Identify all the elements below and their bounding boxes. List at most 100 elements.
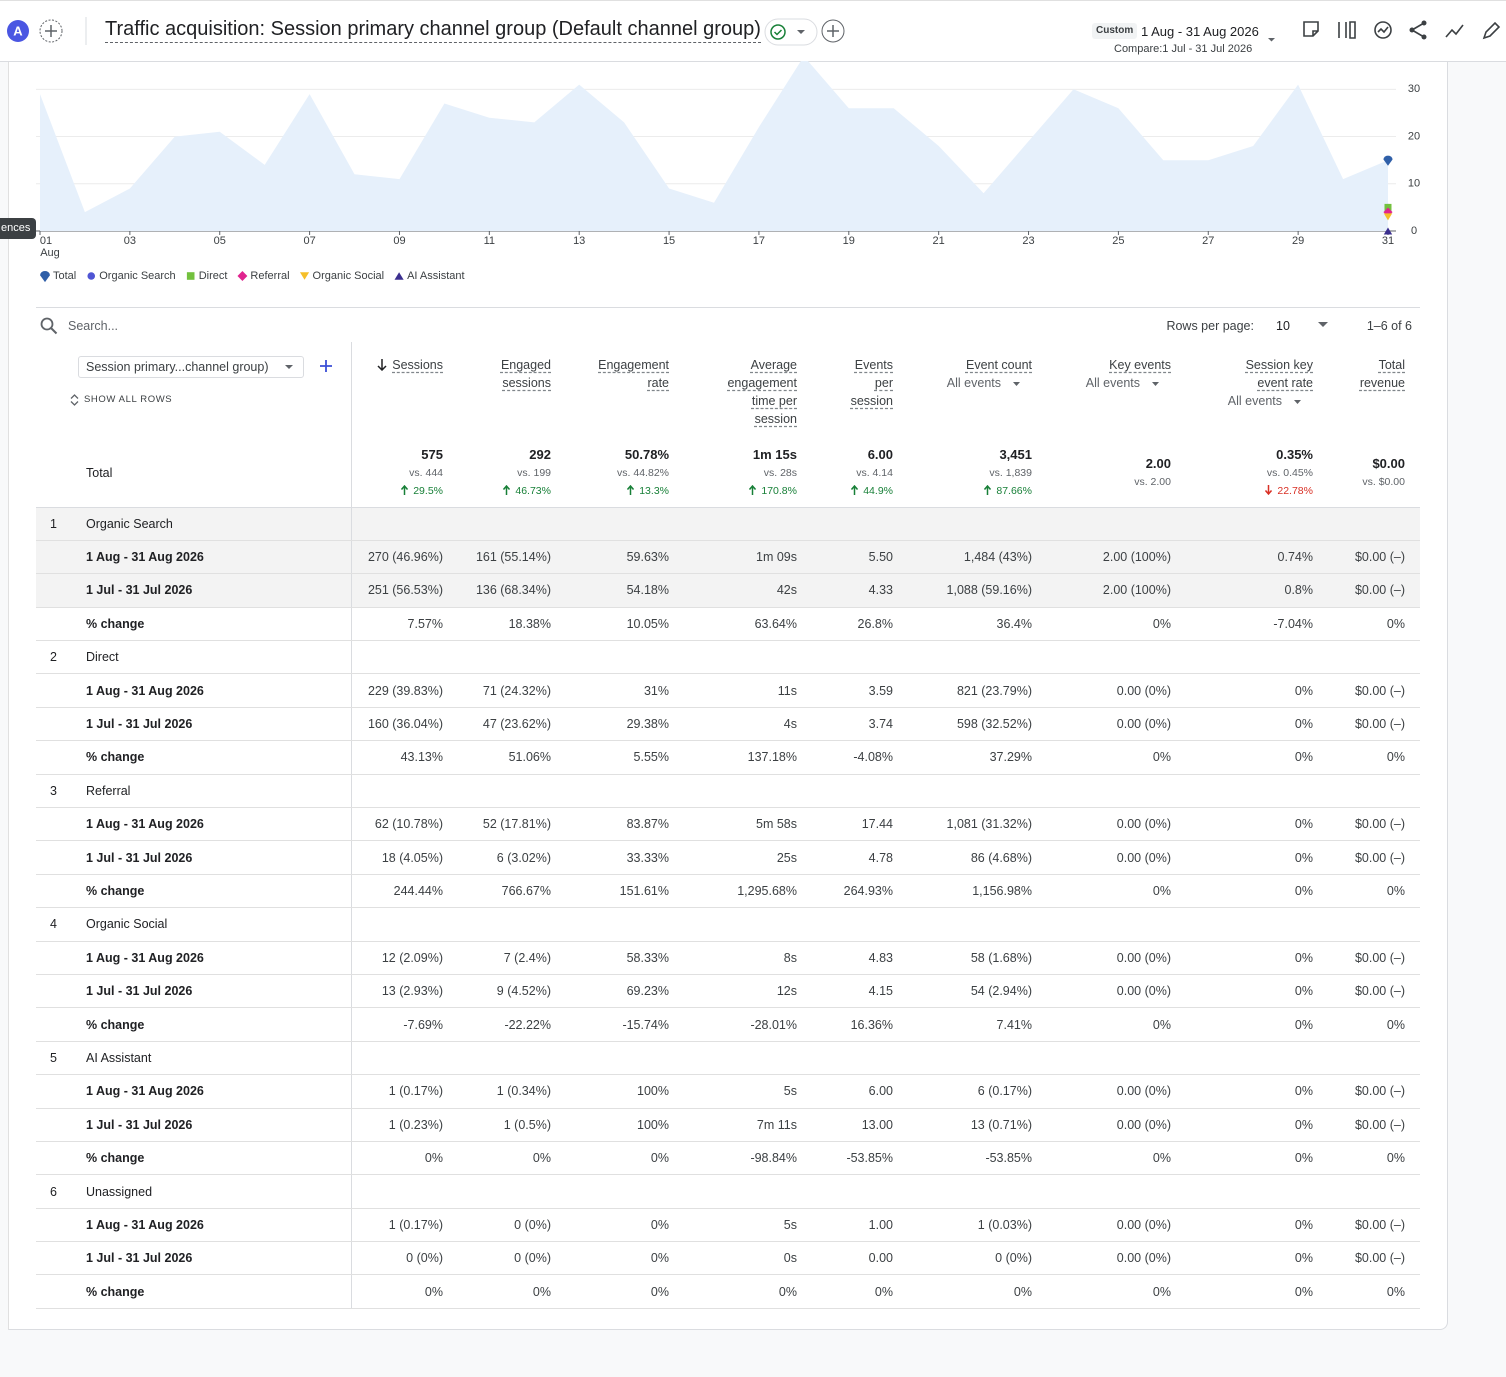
group-row[interactable]: 6 Unassigned [36,1174,1420,1209]
data-row: 1 Jul - 31 Jul 2026 1 (0.23%) 1 (0.5%) 100%… [36,1108,1420,1142]
legend-item[interactable]: AI Assistant [394,270,465,282]
add-button[interactable] [821,19,845,43]
column-header[interactable]: Sessions [351,342,443,440]
data-row: 1 Jul - 31 Jul 2026 13 (2.93%) 9 (4.52%) 69… [36,974,1420,1009]
show-all-rows[interactable]: SHOW ALL ROWS [70,392,172,408]
metric-cell: 1.00 [797,1208,893,1243]
metric-cell: $0.00 (–) [1313,1108,1420,1142]
analytics-icon[interactable] [1374,21,1392,39]
trend-icon[interactable] [1445,24,1464,38]
metric-cell: -7.04% [1171,607,1313,642]
legend-item[interactable]: Referral [237,270,290,282]
x-tick-label: 27 [1202,235,1214,247]
metric-cell: 0% [551,1274,669,1309]
row-index [36,740,86,775]
empty-cell [551,1041,669,1076]
metric-cell: 0% [669,1274,797,1309]
metric-cell: 52 (17.81%) [443,807,551,842]
metric-cell: 62 (10.78%) [351,807,443,842]
metric-cell: 17.44 [797,807,893,842]
metric-filter[interactable]: All events [893,374,1032,392]
column-header[interactable]: Total revenue [1313,342,1420,440]
side-tab[interactable]: ences [0,218,36,239]
metric-cell: -15.74% [551,1007,669,1042]
group-row[interactable]: 5 AI Assistant [36,1041,1420,1076]
add-dimension[interactable] [319,359,333,373]
metric-cell: 10.05% [551,607,669,642]
empty-cell [1313,640,1420,675]
insights-icon[interactable] [1303,21,1319,37]
data-row: 1 Aug - 31 Aug 2026 1 (0.17%) 0 (0%) 0% 5s 1.… [36,1208,1420,1243]
share-dot [1421,20,1427,26]
metric-cell: 0% [1171,1007,1313,1042]
change-value: 29.5% [413,485,443,498]
column-header[interactable]: Key events All events [1032,342,1171,440]
group-row[interactable]: 1 Organic Search [36,507,1420,541]
column-header[interactable]: Average engagement time per session [669,342,797,440]
metric-cell: 6.00 [797,1074,893,1109]
metric-cell: 5m 58s [669,807,797,842]
column-label: Engagement rate [598,358,669,390]
metric-cell: 13 (2.93%) [351,974,443,1009]
metric-cell: 42s [669,573,797,608]
legend-item[interactable]: Direct [186,270,228,282]
edit-icon[interactable] [1482,21,1501,40]
x-tick-label: 11 [484,235,495,247]
marker [1383,213,1393,221]
metric-cell: 0% [551,1241,669,1276]
x-tick-label: 03 [124,235,136,247]
dimension-select[interactable]: Session primary...channel group) [78,356,304,378]
rows-caret[interactable] [1318,322,1328,328]
metric-filter[interactable]: All events [1032,374,1171,392]
group-row[interactable]: 4 Organic Social [36,907,1420,942]
empty-cell [669,1174,797,1209]
group-index: 5 [36,1041,86,1076]
empty-cell [669,1041,797,1076]
metric-cell: 161 (55.14%) [443,540,551,575]
metric-cell: 1,081 (31.32%) [893,807,1032,842]
avatar[interactable] [7,20,29,42]
group-index: 3 [36,774,86,809]
caret [797,30,805,34]
metric-cell: 26.8% [797,607,893,642]
metric-cell: 0 (0%) [351,1241,443,1276]
metric-cell: 13 (0.71%) [893,1108,1032,1142]
column-header[interactable]: Session key event rate All events [1171,342,1313,440]
y-tick-label: 30 [1408,83,1420,95]
empty-cell [893,1041,1032,1076]
metric-cell: 0% [1032,607,1171,642]
search-icon[interactable] [40,317,58,335]
add-comparison[interactable] [39,19,63,43]
x-tick-label: 01 [40,235,52,247]
rows-per-page[interactable]: 10 [1276,319,1290,333]
column-label: Total revenue [1359,358,1405,390]
change-value: 44.9% [863,485,893,498]
empty-cell [1171,774,1313,809]
column-header[interactable]: Engaged sessions [443,342,551,440]
compare-icon[interactable] [1338,21,1356,39]
legend-item[interactable]: Organic Search [87,270,176,282]
search-input[interactable]: Search... [68,319,119,333]
marker [40,271,50,283]
legend-item[interactable]: Organic Social [299,270,384,282]
metric-filter[interactable]: All events [1171,392,1313,410]
metric-cell: 1 (0.17%) [351,1074,443,1109]
group-row[interactable]: 3 Referral [36,774,1420,809]
group-name: AI Assistant [86,1041,352,1076]
date-caret[interactable] [1268,38,1275,42]
column-header[interactable]: Event count All events [893,342,1032,440]
status-chip[interactable] [764,18,818,46]
filter-caret [1152,382,1159,386]
metric-cell: 6 (0.17%) [893,1074,1032,1109]
select-caret [285,365,293,369]
metric-cell: 0% [1171,941,1313,975]
legend-item[interactable]: Total [40,270,76,283]
empty-cell [551,774,669,809]
column-header[interactable]: Events per session [797,342,893,440]
metric-cell: 0.00 (0%) [1032,1241,1171,1276]
metric-cell: 0% [797,1274,893,1309]
column-header[interactable]: Engagement rate [551,342,669,440]
group-row[interactable]: 2 Direct [36,640,1420,675]
metric-cell: 0% [1313,874,1420,909]
date-range[interactable]: 1 Aug - 31 Aug 2026 [1141,24,1259,39]
